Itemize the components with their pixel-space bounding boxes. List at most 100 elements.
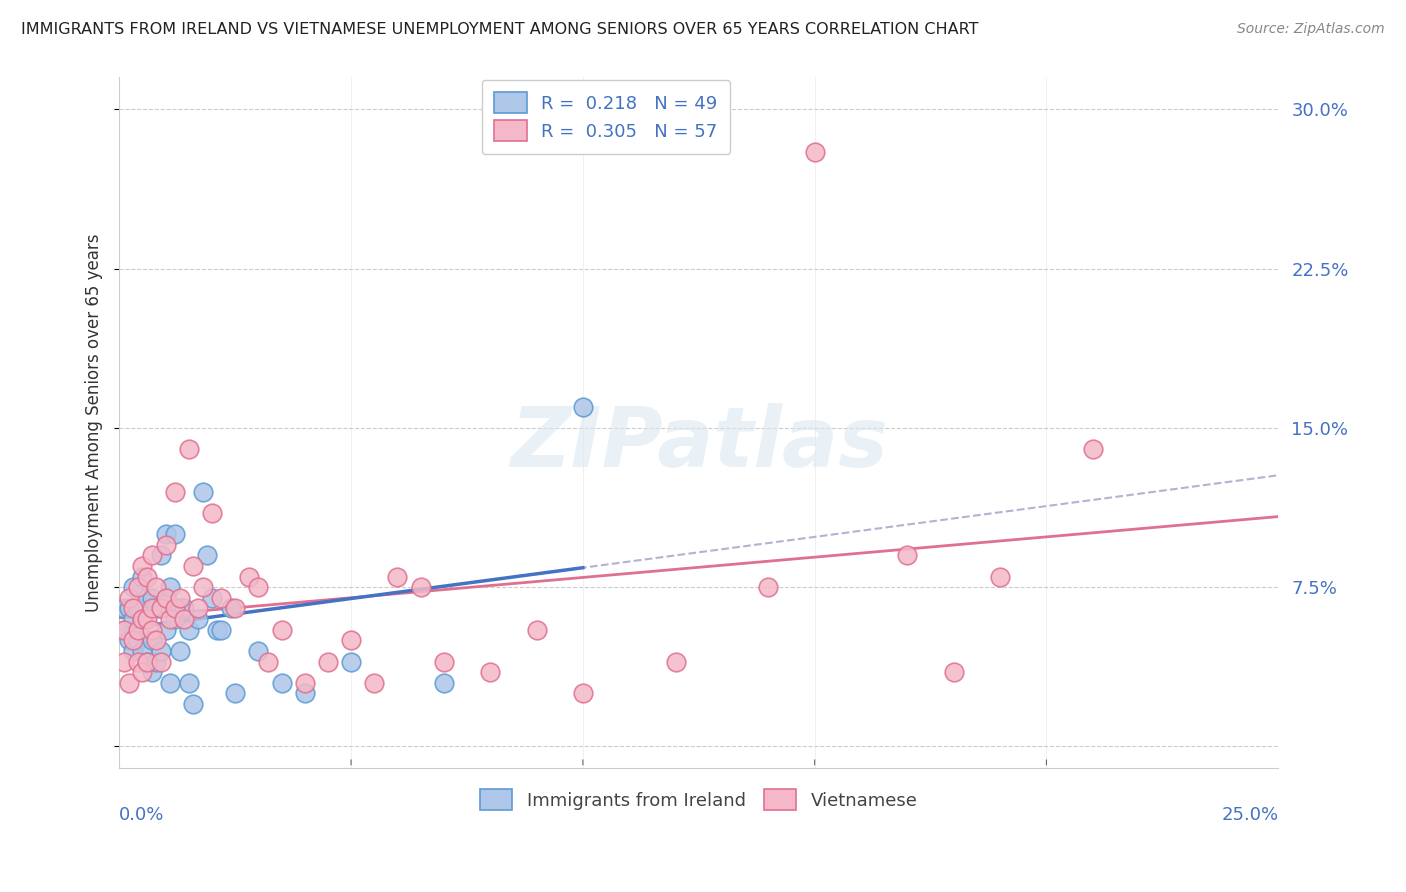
Point bbox=[191, 580, 214, 594]
Point bbox=[117, 675, 139, 690]
Point bbox=[155, 591, 177, 605]
Point bbox=[122, 601, 145, 615]
Point bbox=[155, 623, 177, 637]
Point bbox=[136, 569, 159, 583]
Point bbox=[195, 549, 218, 563]
Y-axis label: Unemployment Among Seniors over 65 years: Unemployment Among Seniors over 65 years bbox=[86, 234, 103, 612]
Point bbox=[136, 655, 159, 669]
Point bbox=[141, 601, 163, 615]
Point bbox=[131, 644, 153, 658]
Point bbox=[572, 686, 595, 700]
Point bbox=[112, 655, 135, 669]
Point bbox=[112, 623, 135, 637]
Legend: Immigrants from Ireland, Vietnamese: Immigrants from Ireland, Vietnamese bbox=[470, 779, 928, 821]
Text: IMMIGRANTS FROM IRELAND VS VIETNAMESE UNEMPLOYMENT AMONG SENIORS OVER 65 YEARS C: IMMIGRANTS FROM IRELAND VS VIETNAMESE UN… bbox=[21, 22, 979, 37]
Point bbox=[159, 675, 181, 690]
Point bbox=[201, 591, 224, 605]
Point bbox=[169, 644, 191, 658]
Point bbox=[145, 655, 167, 669]
Point bbox=[131, 558, 153, 573]
Point bbox=[201, 506, 224, 520]
Point bbox=[131, 665, 153, 680]
Point bbox=[117, 633, 139, 648]
Point bbox=[316, 655, 339, 669]
Text: 0.0%: 0.0% bbox=[120, 805, 165, 823]
Point bbox=[122, 644, 145, 658]
Point bbox=[163, 484, 186, 499]
Point bbox=[141, 549, 163, 563]
Point bbox=[205, 623, 228, 637]
Text: ZIPatlas: ZIPatlas bbox=[510, 403, 887, 483]
Point bbox=[141, 633, 163, 648]
Point bbox=[159, 612, 181, 626]
Point bbox=[155, 591, 177, 605]
Point bbox=[112, 623, 135, 637]
Point bbox=[150, 549, 173, 563]
Point bbox=[127, 655, 149, 669]
Point bbox=[988, 569, 1011, 583]
Point bbox=[150, 644, 173, 658]
Point bbox=[177, 623, 200, 637]
Point bbox=[173, 601, 195, 615]
Point bbox=[479, 665, 502, 680]
Point bbox=[247, 580, 270, 594]
Point bbox=[136, 591, 159, 605]
Point bbox=[187, 612, 209, 626]
Point bbox=[145, 601, 167, 615]
Point bbox=[387, 569, 409, 583]
Point bbox=[131, 612, 153, 626]
Point bbox=[247, 644, 270, 658]
Point bbox=[187, 601, 209, 615]
Point bbox=[141, 623, 163, 637]
Point bbox=[127, 601, 149, 615]
Point bbox=[294, 686, 316, 700]
Point bbox=[572, 400, 595, 414]
Point bbox=[340, 655, 363, 669]
Point bbox=[209, 591, 232, 605]
Point bbox=[122, 580, 145, 594]
Point bbox=[294, 675, 316, 690]
Text: 25.0%: 25.0% bbox=[1222, 805, 1278, 823]
Point bbox=[163, 601, 186, 615]
Point bbox=[363, 675, 385, 690]
Point bbox=[433, 655, 456, 669]
Point bbox=[433, 675, 456, 690]
Point bbox=[219, 601, 242, 615]
Point bbox=[224, 686, 246, 700]
Point bbox=[169, 601, 191, 615]
Point bbox=[159, 580, 181, 594]
Point bbox=[145, 633, 167, 648]
Point bbox=[209, 623, 232, 637]
Point bbox=[136, 612, 159, 626]
Point bbox=[127, 623, 149, 637]
Point bbox=[150, 601, 173, 615]
Point bbox=[127, 580, 149, 594]
Point bbox=[896, 549, 918, 563]
Point bbox=[173, 612, 195, 626]
Point bbox=[526, 623, 548, 637]
Point bbox=[131, 612, 153, 626]
Point bbox=[127, 633, 149, 648]
Point bbox=[169, 591, 191, 605]
Point bbox=[183, 697, 205, 711]
Point bbox=[191, 484, 214, 499]
Point bbox=[270, 675, 292, 690]
Point bbox=[756, 580, 779, 594]
Point bbox=[177, 675, 200, 690]
Point bbox=[155, 527, 177, 541]
Point bbox=[141, 665, 163, 680]
Point bbox=[1081, 442, 1104, 456]
Point bbox=[183, 558, 205, 573]
Point bbox=[131, 569, 153, 583]
Point bbox=[122, 612, 145, 626]
Point bbox=[112, 601, 135, 615]
Point bbox=[163, 527, 186, 541]
Point bbox=[664, 655, 686, 669]
Point bbox=[150, 601, 173, 615]
Point bbox=[155, 538, 177, 552]
Point bbox=[270, 623, 292, 637]
Point bbox=[117, 601, 139, 615]
Point bbox=[117, 591, 139, 605]
Point bbox=[256, 655, 278, 669]
Point bbox=[122, 633, 145, 648]
